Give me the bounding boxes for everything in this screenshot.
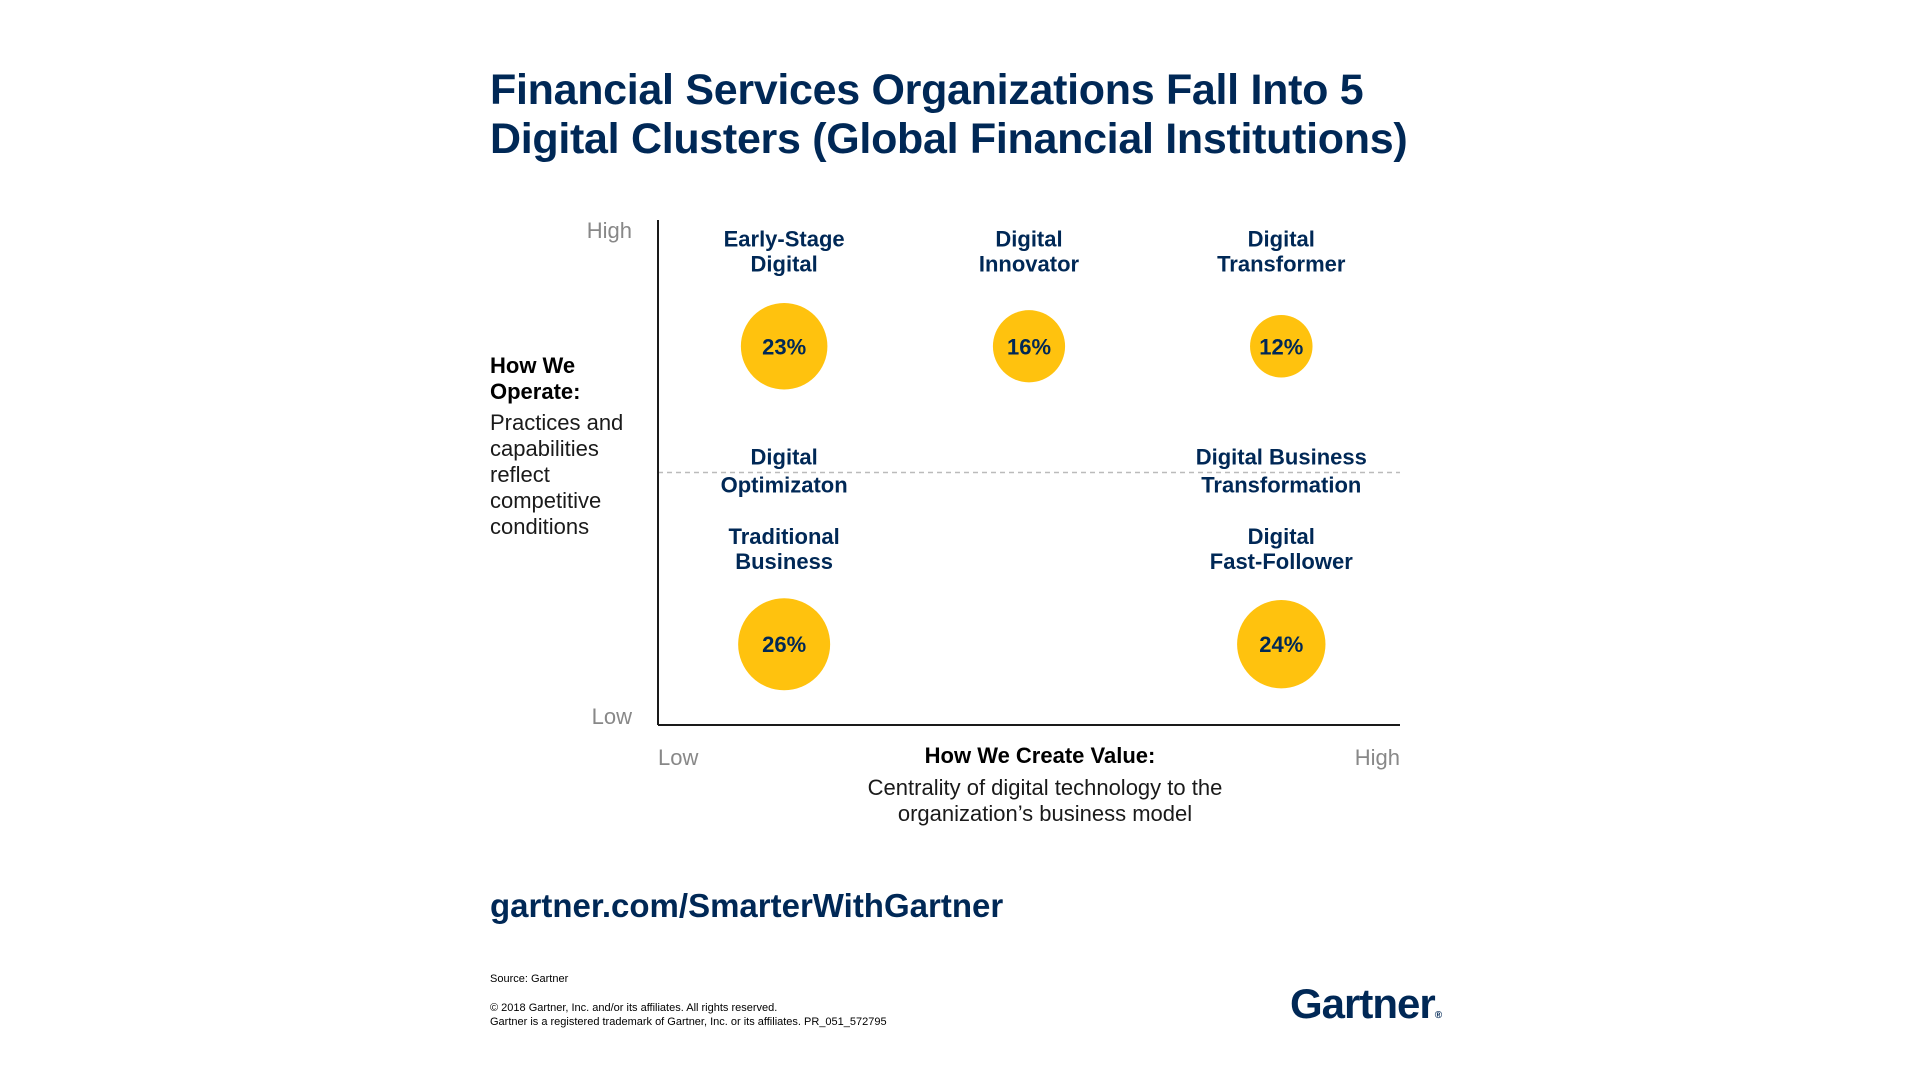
cluster-value-label: 16% (1007, 334, 1051, 359)
registered-mark: ® (1434, 1010, 1443, 1021)
copyright-line-2: Gartner is a registered trademark of Gar… (490, 1016, 887, 1028)
cluster-name-label: Digital (1248, 226, 1315, 251)
cluster-name-label: Traditional (729, 524, 840, 549)
x-tick-label-low: Low (658, 745, 698, 770)
y-axis-subtitle: Practices and capabilities reflect compe… (490, 410, 624, 539)
y-tick-label-high: High (587, 218, 632, 243)
cluster-bubble (992, 310, 1066, 383)
region-label: Digital Business (1196, 445, 1367, 470)
cluster-value-label: 12% (1259, 334, 1303, 359)
cluster-value-label: 26% (762, 632, 806, 657)
copyright-note: © 2018 Gartner, Inc. and/or its affiliat… (490, 1001, 887, 1029)
y-axis-title: How We Operate: (490, 353, 581, 404)
cluster-name-label: Business (735, 549, 833, 574)
y-tick-label-low: Low (592, 704, 632, 729)
cluster-bubble (1250, 314, 1313, 378)
region-label: Transformation (1201, 473, 1361, 498)
cluster-name-label: Digital (1248, 524, 1315, 549)
cluster-name-label: Fast-Follower (1210, 549, 1353, 574)
cluster-value-label: 23% (762, 334, 806, 359)
cluster-bubble (738, 598, 831, 691)
chart-title-line-1: Financial Services Organizations Fall In… (490, 66, 1364, 114)
cluster-name-label: Digital (995, 226, 1062, 251)
source-note: Source: Gartner (490, 973, 569, 985)
gartner-logo: Gartner® (1290, 980, 1442, 1028)
x-tick-label-high: High (1355, 745, 1400, 770)
gartner-logo-text: Gartner (1290, 980, 1436, 1027)
cluster-name-label: Transformer (1217, 251, 1346, 276)
cluster-name-label: Early-Stage (724, 226, 845, 251)
region-label: Optimizaton (721, 473, 848, 498)
x-axis-subtitle: Centrality of digital technology to the … (867, 775, 1223, 826)
chart-title: Financial Services Organizations Fall In… (490, 66, 1490, 164)
cluster-bubble (740, 302, 828, 390)
cluster-bubble (1237, 600, 1326, 689)
region-label: Digital (751, 445, 818, 470)
cluster-name-label: Innovator (979, 251, 1080, 276)
cluster-value-label: 24% (1259, 632, 1303, 657)
gartner-url-link[interactable]: gartner.com/SmarterWithGartner (490, 887, 1004, 924)
x-axis-title: How We Create Value: (924, 743, 1156, 768)
chart-title-line-2: Digital Clusters (Global Financial Insti… (490, 115, 1408, 163)
copyright-line-1: © 2018 Gartner, Inc. and/or its affiliat… (490, 1002, 778, 1014)
cluster-name-label: Digital (751, 251, 818, 276)
